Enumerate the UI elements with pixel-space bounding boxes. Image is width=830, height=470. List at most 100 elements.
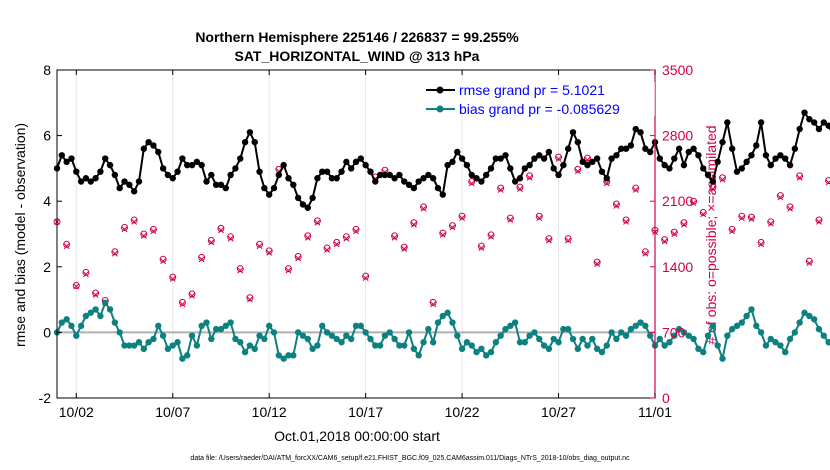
obs-possible-marker: [439, 229, 447, 237]
y-left-tick-label: 6: [43, 128, 51, 144]
rmse-point: [381, 171, 389, 179]
bias-point: [521, 339, 528, 346]
y-right-tick-label: 2800: [662, 128, 693, 144]
obs-possible-marker: [458, 212, 466, 220]
bias-point: [473, 348, 480, 356]
bias-point: [627, 325, 635, 333]
rmse-point: [666, 165, 673, 172]
bias-point: [111, 319, 119, 326]
y-left-tick-label: 0: [43, 324, 51, 340]
rmse-point: [709, 178, 717, 185]
rmse-point: [362, 161, 369, 169]
rmse-point: [343, 158, 350, 166]
rmse-point: [502, 152, 509, 159]
rmse-point: [265, 191, 273, 198]
bias-point: [680, 329, 688, 336]
y-right-tick-label: 2100: [662, 193, 693, 209]
legend-bias-label: bias grand pr = -0.085629: [459, 101, 620, 117]
rmse-point: [685, 148, 692, 156]
rmse-point: [569, 129, 577, 136]
obs-possible-marker: [178, 298, 186, 306]
bias-point: [719, 355, 726, 362]
bias-point: [463, 339, 471, 346]
bias-point: [338, 339, 345, 346]
rmse-point: [208, 171, 215, 179]
bias-point: [82, 312, 90, 320]
rmse-point: [492, 155, 500, 162]
obs-possible-marker: [140, 230, 148, 238]
bias-point: [319, 322, 326, 330]
bias-point: [299, 332, 307, 339]
bias-point: [155, 322, 162, 330]
rmse-point: [473, 175, 480, 182]
bias-point: [208, 335, 215, 343]
bias-point: [314, 342, 321, 349]
obs-assimilated-marker: [140, 232, 147, 239]
obs-assimilated-marker: [468, 180, 475, 187]
rmse-point: [270, 184, 278, 192]
obs-possible-marker: [217, 224, 225, 232]
rmse-point: [77, 178, 85, 185]
obs-possible-marker: [420, 203, 428, 211]
obs-possible-marker: [130, 216, 138, 224]
rmse-point: [396, 171, 403, 179]
rmse-point: [434, 184, 442, 192]
obs-possible-marker: [429, 298, 437, 306]
bias-point: [106, 306, 114, 313]
bias-point: [261, 335, 268, 343]
obs-assimilated-marker: [709, 186, 716, 192]
gridlines: [75, 70, 656, 398]
obs-possible-marker: [641, 248, 649, 256]
obs-possible-marker: [188, 290, 196, 298]
bias-series: [53, 299, 830, 362]
bias-point: [801, 309, 808, 316]
obs-assimilated-marker: [362, 275, 369, 281]
bias-point: [531, 329, 538, 336]
y-right-tick-label: 700: [662, 324, 686, 340]
obs-assimilated-marker: [758, 241, 765, 248]
obs-possible-marker: [574, 165, 582, 173]
obs-assimilated-marker: [179, 301, 186, 308]
rmse-point: [63, 158, 70, 166]
obs-assimilated-marker: [825, 179, 830, 186]
obs-possible-marker: [786, 203, 794, 211]
bias-point: [810, 316, 818, 323]
bias-point: [159, 332, 167, 339]
obs-possible-marker: [738, 212, 746, 220]
obs-possible-marker: [564, 235, 572, 243]
x-tick-label: 10/17: [348, 404, 383, 420]
rmse-point: [275, 171, 283, 179]
obs-possible-marker: [111, 248, 119, 256]
bias-point: [174, 339, 181, 346]
obs-possible-marker: [593, 258, 601, 266]
bias-point: [502, 325, 509, 333]
obs-possible-marker: [410, 219, 418, 227]
obs-assimilated-marker: [314, 219, 321, 226]
bias-point: [622, 332, 630, 339]
x-tick-label: 10/22: [445, 404, 480, 420]
rmse-point: [159, 165, 167, 172]
bias-point: [256, 332, 263, 339]
bias-point: [564, 325, 572, 333]
obs-possible-marker: [747, 213, 755, 221]
rmse-point: [246, 129, 254, 136]
bias-point: [188, 332, 196, 339]
rmse-point: [642, 145, 649, 152]
bias-point: [92, 306, 99, 313]
bias-point: [135, 339, 143, 346]
rmse-point: [622, 145, 630, 152]
obs-possible-marker: [82, 268, 90, 276]
obs-assimilated-marker: [594, 261, 601, 267]
bias-point: [478, 345, 485, 352]
bias-point: [507, 322, 514, 330]
bias-point: [102, 299, 109, 307]
rmse-point: [497, 155, 504, 162]
rmse-point: [198, 161, 205, 169]
y-left-tick-label: 8: [43, 62, 51, 78]
obs-possible-marker: [516, 183, 524, 191]
obs-possible-marker: [680, 219, 688, 227]
x-axis-label: Oct.01,2018 00:00:00 start: [274, 428, 440, 444]
rmse-point: [333, 175, 340, 182]
bias-point: [618, 329, 625, 336]
obs-assimilated-marker: [401, 246, 408, 252]
